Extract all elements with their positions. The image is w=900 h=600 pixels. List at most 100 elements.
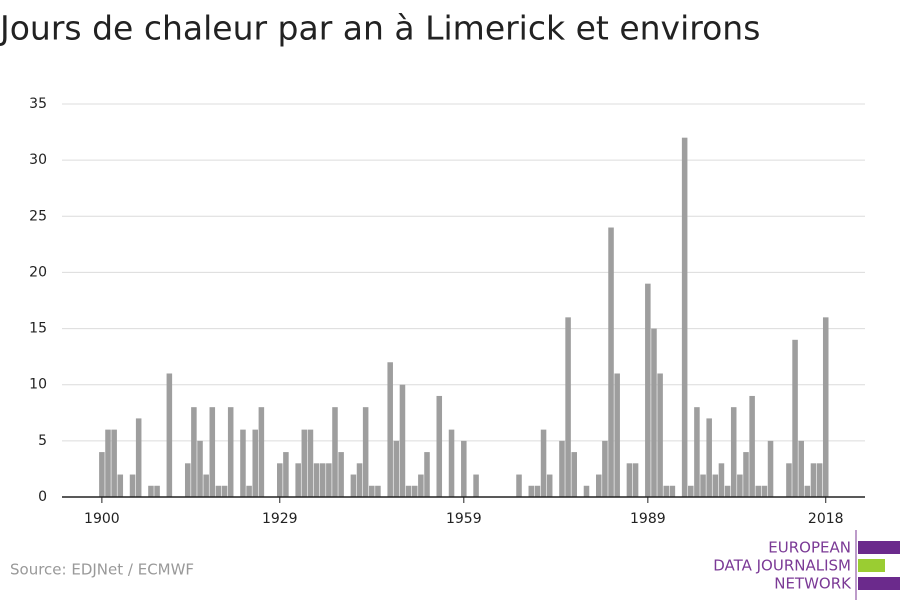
- bar: [258, 407, 265, 497]
- bar: [129, 474, 136, 497]
- bar: [184, 463, 191, 497]
- bar: [516, 474, 522, 497]
- bar: [595, 474, 602, 497]
- bar: [730, 407, 737, 497]
- bar: [350, 474, 357, 497]
- bar: [737, 474, 743, 497]
- bar: [755, 485, 762, 497]
- bar: [743, 452, 749, 497]
- bar: [540, 429, 547, 497]
- bar: [792, 339, 798, 497]
- bar: [252, 429, 259, 497]
- bar: [436, 395, 443, 497]
- logo-bar: [858, 577, 900, 590]
- chart-title: Jours de chaleur par an à Limerick et en…: [0, 9, 760, 48]
- y-tick-label: 35: [29, 96, 47, 112]
- y-tick-label: 20: [29, 264, 47, 280]
- bar: [816, 463, 823, 497]
- bar: [461, 440, 467, 497]
- bar: [822, 317, 829, 497]
- bar: [148, 485, 154, 497]
- bar: [99, 452, 105, 497]
- bar: [761, 485, 768, 497]
- bar: [295, 463, 301, 497]
- bar: [393, 440, 400, 497]
- bar: [240, 429, 246, 497]
- y-tick-label: 10: [29, 377, 47, 393]
- bar: [602, 440, 608, 497]
- bar: [332, 407, 338, 497]
- bar: [473, 474, 479, 497]
- bar: [608, 227, 614, 497]
- bar: [111, 429, 117, 497]
- bar: [387, 362, 393, 497]
- bar: [154, 485, 160, 497]
- bar: [767, 440, 774, 497]
- bar: [197, 440, 203, 497]
- bar: [614, 373, 620, 497]
- bar: [657, 373, 663, 497]
- bar: [749, 395, 755, 497]
- bar: [246, 485, 252, 497]
- bar: [203, 474, 209, 497]
- bar: [804, 485, 811, 497]
- logo-text: DATA JOURNALISM: [713, 557, 851, 575]
- bar: [135, 418, 142, 497]
- bar: [448, 429, 455, 497]
- bar: [319, 463, 326, 497]
- bar: [669, 485, 676, 497]
- bar: [356, 463, 363, 497]
- bar: [166, 373, 173, 497]
- bar: [700, 474, 706, 497]
- bar: [712, 474, 719, 497]
- bar: [227, 407, 234, 497]
- bar: [362, 407, 369, 497]
- x-tick-label: 2018: [808, 511, 844, 527]
- logo-bar: [858, 541, 900, 554]
- bar: [798, 440, 804, 497]
- bar: [786, 463, 792, 497]
- bar: [810, 463, 817, 497]
- bar: [632, 463, 639, 497]
- bar: [283, 452, 289, 497]
- bar: [718, 463, 725, 497]
- source: Source: EDJNet / ECMWF: [10, 561, 194, 579]
- y-tick-label: 25: [29, 208, 47, 224]
- bar: [369, 485, 375, 497]
- bar: [546, 474, 553, 497]
- bar: [688, 485, 694, 497]
- bar: [706, 418, 712, 497]
- bar: [583, 485, 590, 497]
- x-tick-label: 1959: [446, 511, 482, 527]
- bar: [105, 429, 111, 497]
- bar: [399, 384, 406, 497]
- bar: [301, 429, 308, 497]
- bar: [117, 474, 124, 497]
- bar: [694, 407, 700, 497]
- bar: [191, 407, 197, 497]
- bar: [626, 463, 633, 497]
- bar: [724, 485, 731, 497]
- y-tick-label: 30: [29, 152, 47, 168]
- bar: [534, 485, 541, 497]
- bar: [313, 463, 320, 497]
- bar: [418, 474, 424, 497]
- bar: [663, 485, 670, 497]
- bar: [565, 317, 571, 497]
- logo-bar: [858, 559, 885, 572]
- bar: [405, 485, 412, 497]
- bar: [651, 328, 657, 497]
- bar: [209, 407, 216, 497]
- y-tick-label: 15: [29, 321, 47, 337]
- x-tick-label: 1929: [262, 511, 298, 527]
- bar: [681, 137, 688, 497]
- y-tick-label: 0: [38, 489, 47, 505]
- bar: [215, 485, 222, 497]
- bar: [411, 485, 418, 497]
- logo-text: NETWORK: [774, 575, 852, 593]
- y-tick-label: 5: [38, 433, 47, 449]
- bar: [277, 463, 283, 497]
- bar: [528, 485, 535, 497]
- bar: [375, 485, 381, 497]
